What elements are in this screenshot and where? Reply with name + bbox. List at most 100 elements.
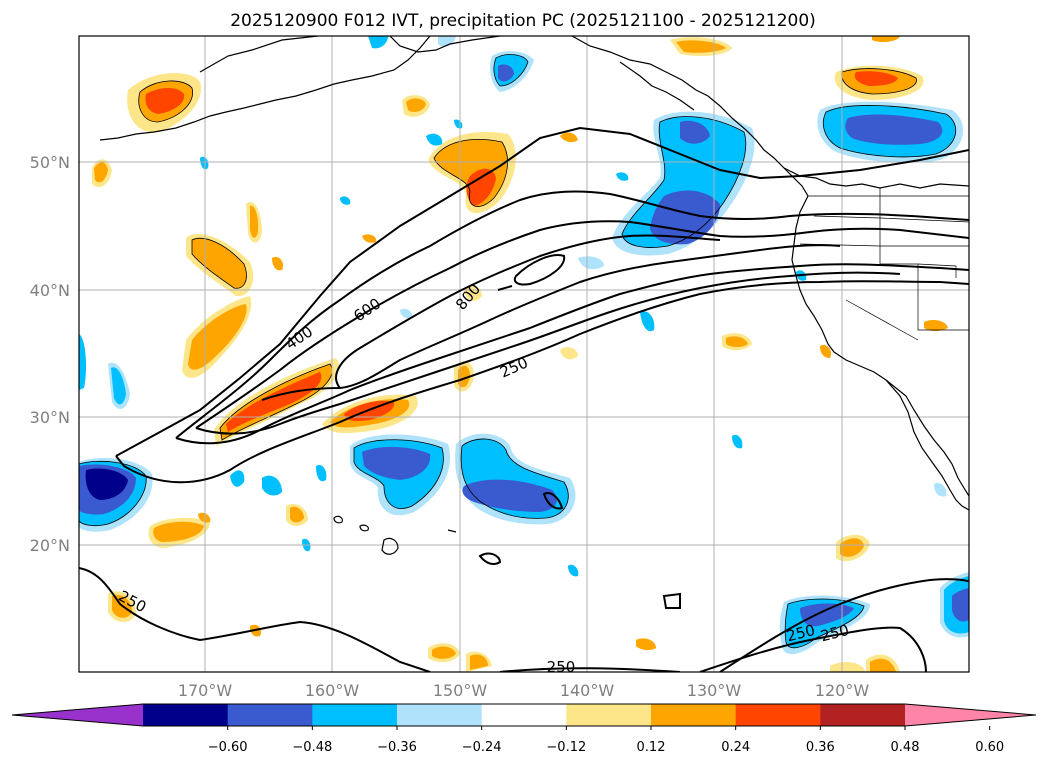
precip-patch — [568, 564, 579, 577]
colorbar-segment — [566, 704, 652, 726]
colorbar-tick-label: 0.12 — [637, 740, 666, 755]
ivt-contour-800 — [497, 285, 513, 291]
precip-patch — [250, 205, 259, 238]
aleutians — [99, 36, 431, 141]
ivt-contour-250 — [79, 567, 431, 672]
ivt-contour-600 — [195, 271, 901, 435]
precip-patch — [406, 98, 426, 112]
colorbar-segment — [397, 704, 483, 726]
precip-patch — [188, 304, 247, 370]
precip-outline — [138, 80, 193, 123]
precip-patch — [640, 311, 655, 332]
precip-patch — [872, 36, 900, 43]
precip-patch — [432, 646, 456, 659]
precip-patch — [498, 64, 514, 82]
colorbar-tick-label: 0.36 — [806, 740, 835, 755]
lon-label-160w: 160°W — [305, 681, 360, 700]
precip-patch — [870, 658, 896, 672]
map-frame — [78, 35, 970, 673]
ivt-contour-250 — [662, 592, 681, 609]
precip-patch — [111, 367, 126, 405]
ivt-contour-800 — [513, 254, 566, 286]
precip-patch — [830, 662, 866, 672]
precip-patch — [316, 464, 327, 482]
precip-patch — [622, 116, 746, 248]
precip-negative-patches — [79, 36, 969, 655]
precip-patch — [820, 344, 832, 358]
precip-patch — [726, 336, 748, 347]
precip-outline — [493, 54, 529, 87]
colorbar-segment — [651, 704, 737, 726]
precip-patch — [800, 603, 854, 627]
ivt-contour-800 — [261, 244, 841, 401]
precip-patch — [145, 88, 185, 114]
longitude-labels: 170°W 160°W 150°W 140°W 130°W 120°W — [178, 681, 870, 700]
precip-patch — [79, 334, 87, 390]
precip-patch — [153, 521, 204, 542]
precip-patch — [680, 120, 710, 144]
lon-label-130w: 130°W — [687, 681, 742, 700]
graticule — [79, 36, 969, 672]
precip-positive-patches — [92, 36, 948, 672]
precip-patch — [400, 308, 413, 319]
precip-patch — [340, 196, 351, 205]
precip-shading — [79, 36, 969, 672]
precip-outline — [621, 116, 747, 248]
lat-label-50n: 50°N — [30, 153, 70, 172]
precip-outline — [353, 439, 444, 509]
colorbar-segment — [143, 704, 229, 726]
hawaii-island — [447, 529, 457, 533]
lon-label-120w: 120°W — [815, 681, 870, 700]
precip-outline — [433, 139, 508, 207]
alaska-panhandle — [619, 61, 695, 111]
state-border — [917, 263, 957, 278]
precip-patch — [934, 482, 947, 497]
precip-patch — [732, 434, 743, 449]
alaska-coast — [389, 36, 501, 53]
precip-patch — [616, 172, 629, 181]
precip-patch — [362, 446, 431, 480]
precip-patch — [924, 320, 948, 331]
precip-patch — [578, 256, 604, 270]
hawaii-island — [333, 515, 343, 524]
precip-patch — [262, 475, 282, 496]
figure-title: 2025120900 F012 IVT, precipitation PC (2… — [230, 11, 816, 31]
colorbar-segments — [12, 704, 1036, 726]
ivt-contour-250 — [115, 280, 969, 484]
coastlines — [99, 36, 969, 555]
colorbar-segment — [312, 704, 398, 726]
map-background — [79, 36, 969, 672]
ivt-contour-250 — [478, 552, 502, 565]
precip-patch — [272, 256, 284, 271]
latitude-labels: 50°N 40°N 30°N 20°N — [30, 153, 70, 555]
precip-patch — [560, 347, 578, 360]
ivt-contour-250 — [542, 492, 564, 510]
lon-label-150w: 150°W — [433, 681, 488, 700]
precip-patch — [290, 506, 304, 523]
precip-patch — [462, 479, 557, 512]
precip-outline — [219, 363, 333, 441]
precip-patch — [230, 470, 245, 487]
ivt-contour-250 — [115, 126, 969, 457]
precip-patch — [368, 36, 388, 49]
colorbar-extend-low — [12, 704, 143, 726]
ivt-contour-250 — [719, 578, 969, 672]
contour-label: 250 — [547, 658, 576, 676]
precip-outline — [823, 105, 957, 158]
colorbar-segment — [735, 704, 821, 726]
alaska-coast — [199, 36, 319, 73]
ivt-contour-250 — [499, 667, 681, 672]
hawaii-island — [381, 537, 399, 555]
colorbar-extend-high — [905, 704, 1036, 726]
colorbar-segment — [481, 704, 567, 726]
precip-patch — [650, 190, 720, 245]
precip-patch — [192, 238, 247, 289]
colorbar-segment — [820, 704, 906, 726]
colorbar-tick-label: −0.60 — [208, 740, 248, 755]
hawaii-island — [359, 524, 369, 532]
precip-patch — [636, 638, 656, 651]
precip-patch — [426, 133, 443, 146]
precip-patch — [85, 468, 128, 500]
lat-label-20n: 20°N — [30, 536, 70, 555]
